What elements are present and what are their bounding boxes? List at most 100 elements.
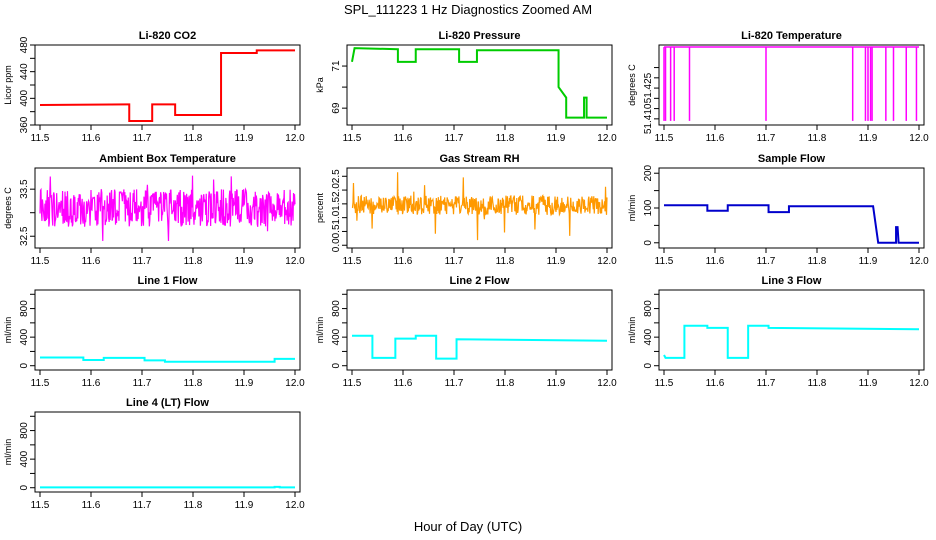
x-tick-label: 11.8	[184, 500, 203, 511]
x-tick-label: 12.0	[909, 378, 929, 389]
x-tick-label: 11.7	[133, 378, 152, 389]
y-tick-label: 51.410	[643, 103, 654, 134]
y-tick-label: 400	[19, 90, 30, 107]
x-tick-label: 11.5	[31, 133, 50, 144]
figure-x-axis-label: Hour of Day (UTC)	[414, 519, 522, 534]
x-tick-label: 11.6	[82, 378, 101, 389]
x-tick-label: 11.7	[445, 256, 464, 267]
series-line	[663, 324, 920, 359]
series-line	[39, 175, 296, 241]
chart-line-1-flow: Line 1 Flow ml/min 11.5 11.6 11.7 11.8 11.9 12.…	[3, 275, 305, 389]
data-layer	[663, 324, 920, 359]
x-tick-label: 11.8	[184, 133, 203, 144]
x-tick-label: 11.8	[184, 256, 203, 267]
chart-title: Gas Stream RH	[439, 153, 519, 165]
x-tick-label: 11.7	[445, 378, 464, 389]
chart-title: Li-820 Pressure	[439, 30, 521, 42]
x-tick-label: 11.5	[31, 378, 50, 389]
y-tick-label: 800	[331, 300, 342, 317]
x-tick-label: 11.8	[184, 378, 203, 389]
series-line	[351, 47, 607, 119]
y-axis-label: ml/min	[3, 439, 13, 466]
data-layer	[40, 356, 295, 363]
plot-frame	[34, 167, 301, 249]
chart-title: Line 1 Flow	[138, 275, 198, 287]
plot-frame	[346, 167, 613, 249]
y-tick-label: 33.5	[19, 179, 30, 199]
y-axis-label: degrees C	[627, 64, 637, 106]
y-axis-label: kPa	[315, 77, 325, 93]
y-tick-label: 0	[643, 362, 654, 368]
y-tick-label: 800	[643, 300, 654, 317]
x-tick-label: 11.6	[706, 133, 725, 144]
x-tick-label: 11.7	[445, 133, 464, 144]
data-layer	[39, 49, 295, 122]
plot-frame	[658, 44, 925, 126]
y-tick-label: 800	[19, 300, 30, 317]
chart-title: Ambient Box Temperature	[99, 153, 236, 165]
data-layer	[40, 485, 295, 489]
y-axis-label: degrees C	[3, 187, 13, 229]
x-tick-label: 11.7	[133, 256, 152, 267]
x-tick-label: 11.5	[31, 500, 50, 511]
chart-li-820-temperature: Li-820 Temperature degrees C 11.5 11.6 11.7 1…	[627, 30, 929, 144]
x-tick-label: 11.8	[496, 133, 515, 144]
series-line	[351, 172, 608, 241]
chart-title: Line 3 Flow	[762, 275, 822, 287]
x-tick-label: 11.6	[82, 256, 101, 267]
y-tick-label: 100	[643, 199, 654, 216]
y-tick-label: 0.0	[331, 238, 342, 252]
x-tick-label: 11.9	[235, 256, 254, 267]
x-tick-label: 11.9	[547, 256, 566, 267]
y-tick-label: 400	[643, 328, 654, 345]
chart-li-820-co2: Li-820 CO2 Licor ppm 11.5 11.6 11.7 11.8 11.9 1…	[3, 30, 305, 144]
y-axis-label: ml/min	[627, 317, 637, 344]
y-tick-label: 360	[19, 116, 30, 133]
y-tick-label: 0	[331, 362, 342, 368]
series-line	[39, 49, 295, 122]
y-tick-label: 69	[331, 102, 342, 114]
chart-line-2-flow: Line 2 Flow ml/min 11.5 11.6 11.7 11.8 11.9 12.…	[315, 275, 617, 389]
x-tick-label: 11.6	[394, 256, 413, 267]
x-tick-label: 11.6	[394, 133, 413, 144]
data-layer	[351, 47, 607, 119]
chart-sample-flow: Sample Flow ml/min 11.5 11.6 11.7 11.8 11.9 12.…	[627, 153, 929, 267]
y-tick-label: 0	[19, 362, 30, 368]
y-tick-label: 400	[19, 328, 30, 345]
x-tick-label: 11.8	[808, 133, 827, 144]
y-tick-label: 200	[643, 164, 654, 181]
y-axis-label: Licor ppm	[3, 65, 13, 105]
x-tick-label: 11.8	[496, 256, 515, 267]
x-tick-label: 11.5	[343, 133, 362, 144]
y-tick-label: 440	[19, 63, 30, 80]
x-tick-label: 11.9	[859, 378, 878, 389]
x-tick-label: 12.0	[597, 378, 617, 389]
y-tick-label: 480	[19, 36, 30, 53]
chart-title: Li-820 CO2	[139, 30, 196, 42]
series-line	[664, 204, 919, 244]
y-tick-label: 1.0	[331, 210, 342, 224]
plot-frame	[34, 289, 301, 371]
data-layer	[39, 175, 296, 241]
x-tick-label: 11.5	[343, 256, 362, 267]
x-tick-label: 11.9	[859, 133, 878, 144]
series-line	[352, 334, 608, 360]
y-tick-label: 0.5	[331, 224, 342, 238]
y-tick-label: 71	[331, 60, 342, 72]
x-tick-label: 11.5	[655, 133, 674, 144]
x-tick-label: 11.9	[547, 378, 566, 389]
x-tick-label: 11.9	[235, 500, 254, 511]
x-tick-label: 11.5	[655, 256, 674, 267]
panel-grid: Li-820 CO2 Licor ppm 11.5 11.6 11.7 11.8 11.9 1…	[3, 30, 929, 511]
x-tick-label: 12.0	[285, 500, 305, 511]
x-tick-label: 11.6	[82, 500, 101, 511]
y-axis-label: ml/min	[3, 317, 13, 344]
x-tick-label: 11.9	[235, 378, 254, 389]
chart-title: Line 4 (LT) Flow	[126, 397, 209, 409]
x-tick-label: 12.0	[285, 378, 305, 389]
chart-li-820-pressure: Li-820 Pressure kPa 11.5 11.6 11.7 11.8 11.9 12…	[315, 30, 617, 144]
y-axis-label: ml/min	[315, 317, 325, 344]
x-tick-label: 11.6	[706, 378, 725, 389]
y-tick-label: 51.425	[643, 72, 654, 103]
figure-title: SPL_111223 1 Hz Diagnostics Zoomed AM	[344, 2, 592, 17]
